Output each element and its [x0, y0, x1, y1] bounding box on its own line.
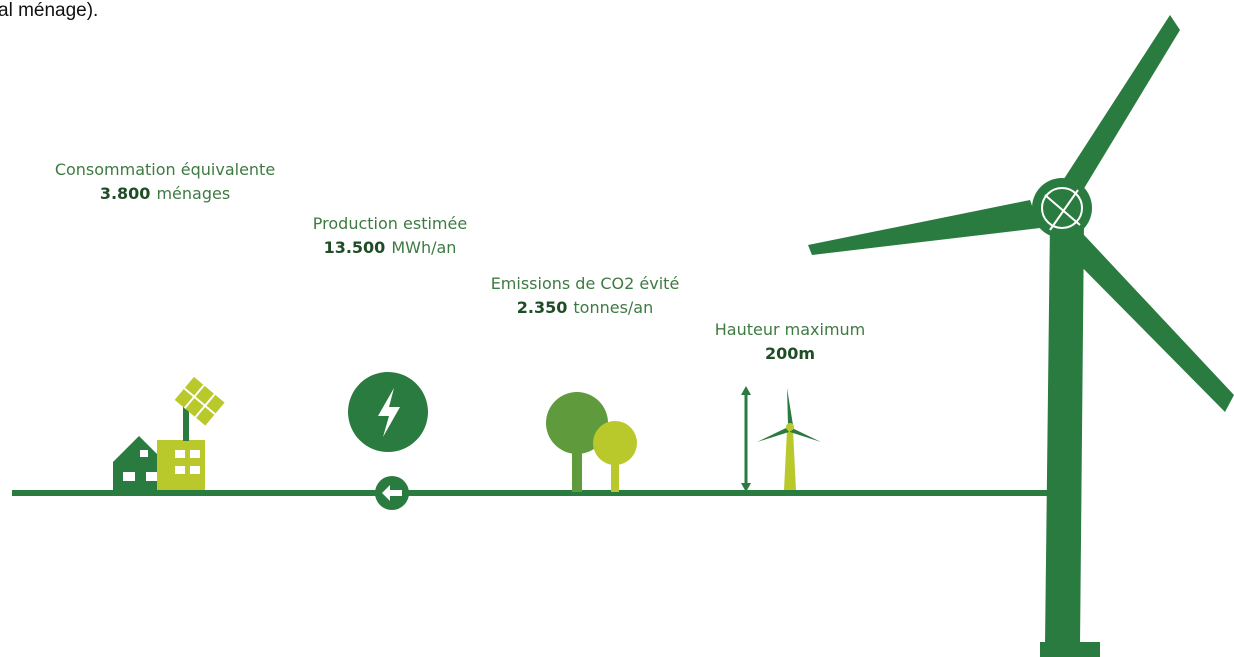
stat-value: 200m — [765, 344, 815, 363]
stat-value-line: 3.800 ménages — [100, 184, 230, 203]
stat-unit: MWh/an — [391, 238, 456, 257]
stat-value-line: 2.350 tonnes/an — [517, 298, 653, 317]
big-turbine — [808, 15, 1234, 657]
stat-unit: ménages — [156, 184, 230, 203]
stat-value: 13.500 — [324, 238, 386, 257]
height-icon — [741, 386, 821, 492]
stat-value: 3.800 — [100, 184, 151, 203]
stat-value: 2.350 — [517, 298, 568, 317]
house-icon — [113, 436, 165, 490]
arrow-icon — [375, 476, 409, 510]
stat-unit: tonnes/an — [573, 298, 653, 317]
stat-value-line: 13.500 MWh/an — [324, 238, 457, 257]
stat-label: Hauteur maximum — [715, 320, 866, 339]
stat-label: Production estimée — [313, 214, 467, 233]
stat-label: Emissions de CO2 évité — [491, 274, 680, 293]
stat-label: Consommation équivalente — [55, 160, 275, 179]
stat-value-line: 200m — [765, 344, 815, 363]
top-fragment: al ménage). — [0, 0, 98, 21]
factory-icon — [157, 376, 225, 490]
trees-icon — [546, 392, 637, 492]
energy-icon — [348, 372, 428, 452]
